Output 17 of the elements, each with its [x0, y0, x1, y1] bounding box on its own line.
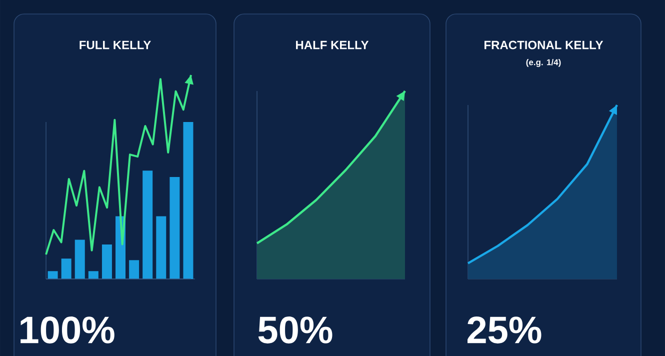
bar — [88, 271, 98, 279]
bar — [156, 216, 166, 279]
chart-title: FRACTIONAL KELLY — [484, 40, 604, 50]
text: 100% — [20, 316, 114, 344]
bar — [183, 122, 194, 279]
text: 25% — [468, 316, 542, 344]
text: 50% — [258, 316, 332, 344]
bar — [48, 271, 58, 279]
bar — [129, 260, 140, 279]
bar — [61, 258, 72, 279]
chart-subtitle: (e.g. 1/4) — [526, 59, 561, 67]
bar — [74, 240, 85, 279]
bar — [142, 170, 153, 279]
chart-title: HALF KELLY — [296, 40, 369, 50]
bar — [102, 244, 112, 279]
bar — [170, 176, 180, 279]
chart-title: FULL KELLY — [80, 40, 151, 50]
